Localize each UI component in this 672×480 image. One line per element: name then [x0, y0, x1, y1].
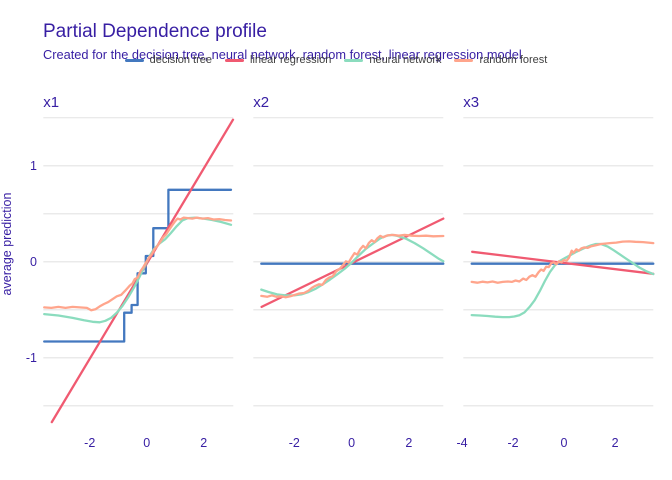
legend-item-neural-network: neural network — [344, 54, 441, 67]
x-tick-label-x2--2: -2 — [289, 436, 300, 450]
x-tick-label-x1-2: 2 — [200, 436, 207, 450]
series-line-neural-network-x2 — [260, 233, 445, 297]
x-tick-label-x1-0: 0 — [143, 436, 150, 450]
x-tick-label-x3-0: 0 — [561, 436, 568, 450]
x-tick-label-x3--2: -2 — [507, 436, 518, 450]
legend-label: decision tree — [149, 54, 212, 66]
chart-subtitle: Created for the decision tree, neural ne… — [43, 46, 522, 62]
legend-label: neural network — [369, 54, 442, 66]
x-tick-label-x1--2: -2 — [84, 436, 95, 450]
y-tick-label-0: 0 — [30, 255, 37, 269]
facet-label-x2: x2 — [253, 94, 269, 111]
series-line-random-forest-x2 — [260, 233, 445, 299]
x-tick-label-x2-0: 0 — [348, 436, 355, 450]
series-line-linear-regression-x3 — [471, 250, 655, 275]
y-tick-label-1: 1 — [30, 159, 37, 173]
x-tick-label-x2-2: 2 — [405, 436, 412, 450]
series-line-random-forest-x3 — [470, 240, 655, 284]
legend-swatch-random-forest — [454, 58, 474, 63]
x-tick-label-x3-2: 2 — [612, 436, 619, 450]
chart-legend: decision tree linear regression neural net… — [0, 54, 672, 67]
x-tick-label-x3--4: -4 — [456, 436, 467, 450]
facet-label-x3: x3 — [463, 94, 479, 111]
legend-item-decision-tree: decision tree — [124, 54, 212, 67]
y-tick-label--1: -1 — [26, 351, 37, 365]
legend-swatch-decision-tree — [124, 58, 144, 63]
legend-swatch-neural-network — [344, 58, 364, 63]
series-line-neural-network-x3 — [470, 242, 655, 319]
facet-label-x1: x1 — [43, 94, 59, 111]
page-title: Partial Dependence profile — [43, 20, 267, 42]
legend-item-linear-regression: linear regression — [225, 54, 331, 67]
legend-label: linear regression — [250, 54, 332, 66]
y-axis-title: average prediction — [0, 192, 14, 296]
legend-item-random-forest: random forest — [454, 54, 547, 67]
legend-label: random forest — [479, 54, 548, 66]
series-line-random-forest-x1 — [43, 216, 233, 312]
legend-swatch-linear-regression — [225, 58, 244, 63]
